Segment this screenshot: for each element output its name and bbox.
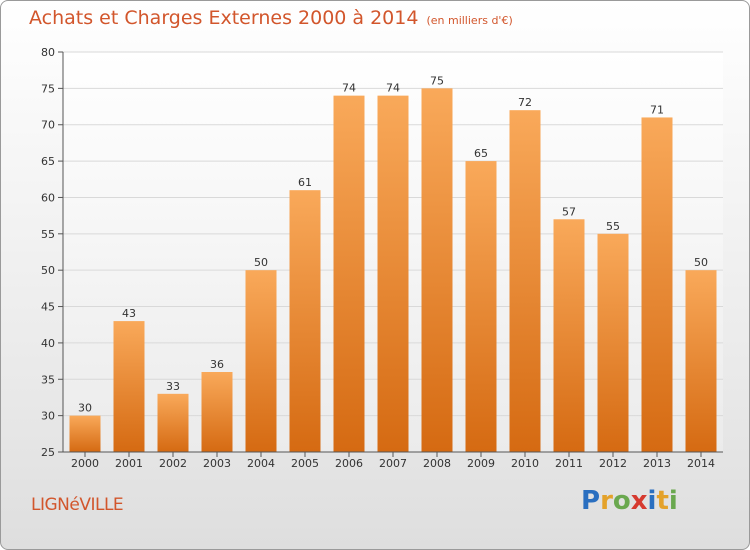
x-tick-label: 2010 (511, 457, 539, 470)
bar-2013 (641, 117, 673, 453)
y-tick-label: 55 (41, 228, 55, 241)
bar-2010 (509, 110, 541, 452)
data-label: 74 (342, 82, 356, 95)
bar-2001 (113, 321, 145, 452)
logo-letter: r (600, 486, 613, 516)
x-tick-label: 2012 (599, 457, 627, 470)
logo-letter: P (581, 486, 601, 516)
x-tick-label: 2000 (71, 457, 99, 470)
logo-letter: i (647, 486, 657, 516)
data-label: 50 (694, 256, 708, 269)
data-label: 36 (210, 358, 224, 371)
chart-title: Achats et Charges Externes 2000 à 2014 (e… (29, 7, 513, 29)
x-tick-label: 2003 (203, 457, 231, 470)
proxiti-logo[interactable]: Proxiti (581, 486, 678, 516)
data-label: 65 (474, 147, 488, 160)
data-label: 74 (386, 82, 400, 95)
x-tick-label: 2009 (467, 457, 495, 470)
y-tick-label: 70 (41, 119, 55, 132)
y-tick-label: 35 (41, 373, 55, 386)
x-tick-label: 2011 (555, 457, 583, 470)
logo-letter: t (656, 486, 669, 516)
bar-2005 (289, 190, 321, 452)
logo-letter: x (630, 486, 648, 516)
y-tick-label: 25 (41, 446, 55, 459)
bar-2004 (245, 270, 277, 452)
data-label: 55 (606, 220, 620, 233)
bar-2011 (553, 219, 585, 452)
data-label: 57 (562, 205, 576, 218)
bar-2014 (685, 270, 717, 452)
data-label: 71 (650, 103, 664, 116)
data-label: 33 (166, 380, 180, 393)
logo-letter: i (668, 486, 678, 516)
data-label: 50 (254, 256, 268, 269)
y-tick-label: 30 (41, 410, 55, 423)
y-tick-label: 75 (41, 82, 55, 95)
y-tick-label: 50 (41, 264, 55, 277)
data-labels: 30 43 33 36 50 61 74 74 75 65 72 57 55 71 50 (78, 74, 708, 414)
x-tick-label: 2008 (423, 457, 451, 470)
y-tick-label: 60 (41, 191, 55, 204)
x-tick-label: 2002 (159, 457, 187, 470)
data-label: 61 (298, 176, 312, 189)
y-tick-label: 65 (41, 155, 55, 168)
x-tick-label: 2013 (643, 457, 671, 470)
bar-2000 (69, 415, 101, 452)
x-tick-label: 2001 (115, 457, 143, 470)
bar-2006 (333, 95, 365, 453)
bar-2012 (597, 233, 629, 452)
data-label: 72 (518, 96, 532, 109)
bar-2009 (465, 161, 497, 452)
data-label: 75 (430, 74, 444, 87)
y-tick-label: 45 (41, 301, 55, 314)
x-tick-label: 2004 (247, 457, 275, 470)
x-tick-label: 2006 (335, 457, 363, 470)
bars (69, 88, 717, 453)
x-tick-label: 2005 (291, 457, 319, 470)
bar-2008 (421, 88, 453, 452)
data-label: 43 (122, 307, 136, 320)
bar-2007 (377, 95, 409, 453)
bar-2003 (201, 372, 233, 452)
y-tick-label: 40 (41, 337, 55, 350)
commune-name: LIGNéVILLE (31, 495, 124, 515)
x-tick-label: 2007 (379, 457, 407, 470)
y-tick-label: 80 (41, 46, 55, 59)
axes: 25 30 35 40 45 50 55 60 65 70 75 80 2000 2001 2002 2003… (41, 46, 723, 470)
x-tick-label: 2014 (687, 457, 715, 470)
logo-letter: o (612, 486, 631, 516)
bar-2002 (157, 393, 189, 452)
chart-title-text: Achats et Charges Externes 2000 à 2014 (29, 7, 419, 29)
chart-subtitle: (en milliers d'€) (426, 14, 513, 27)
data-label: 30 (78, 402, 92, 415)
